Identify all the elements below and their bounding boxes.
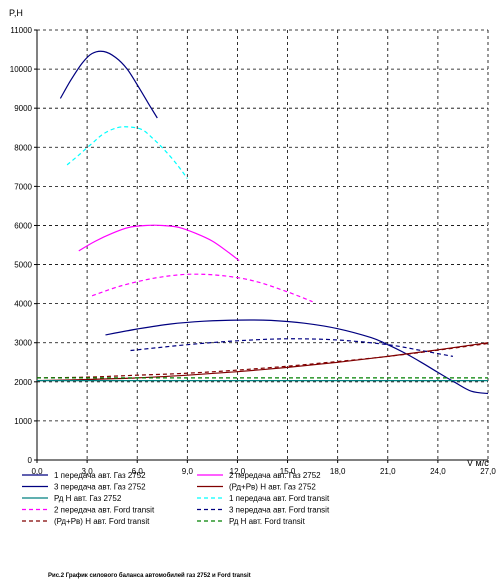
legend-label: 3 передача авт. Ford transit bbox=[229, 506, 330, 515]
x-tick-label: 21,0 bbox=[380, 467, 396, 476]
y-tick-label: 5000 bbox=[14, 261, 32, 270]
legend-label: (Рд+Рв) Н авт. Ford transit bbox=[54, 517, 150, 526]
x-tick-label: 0,0 bbox=[31, 467, 43, 476]
series-line-1 bbox=[59, 50, 158, 119]
tick-labels: 0,0 3,0 6,0 9,0 12,0 15,0 18,0 21,0 24,0 27,0 0 100… bbox=[10, 26, 497, 476]
legend-label: 2 передача авт. Ford transit bbox=[54, 506, 155, 515]
legend-entry-5: Рд Н авт. Газ 2752 bbox=[22, 494, 122, 503]
legend-entry-8: 3 передача авт. Ford transit bbox=[197, 506, 330, 515]
series-line-6 bbox=[66, 126, 188, 179]
x-tick-label: 3,0 bbox=[82, 467, 94, 476]
y-tick-label: 9000 bbox=[14, 104, 32, 113]
series-line-8 bbox=[130, 338, 454, 357]
y-tick-label: 1000 bbox=[14, 417, 32, 426]
y-tick-label: 2000 bbox=[14, 378, 32, 387]
y-tick-label: 11000 bbox=[10, 26, 32, 35]
series-lines bbox=[36, 50, 489, 395]
x-tick-label: 24,0 bbox=[430, 467, 446, 476]
y-tick-label: 3000 bbox=[14, 339, 32, 348]
legend-entry-4: (Рд+Рв) Н авт. Газ 2752 bbox=[197, 483, 316, 492]
series-line-2 bbox=[78, 224, 240, 262]
legend-entry-7: 2 передача авт. Ford transit bbox=[22, 506, 155, 515]
x-tick-label: 12,0 bbox=[230, 467, 246, 476]
series-line-7 bbox=[91, 273, 313, 303]
x-tick-label: 9,0 bbox=[182, 467, 194, 476]
x-tick-label: 15,0 bbox=[280, 467, 296, 476]
axes bbox=[34, 29, 489, 463]
y-tick-label: 7000 bbox=[14, 182, 32, 191]
legend-label: 1 передача авт. Газ 2752 bbox=[54, 471, 146, 480]
figure-caption: Рис.2 График силового баланса автомобиле… bbox=[48, 572, 251, 579]
legend-entry-3: 3 передача авт. Газ 2752 bbox=[22, 483, 146, 492]
y-tick-label: 0 bbox=[28, 456, 33, 465]
y-tick-label: 10000 bbox=[10, 65, 33, 74]
x-tick-label: 6,0 bbox=[132, 467, 144, 476]
legend-entry-1: 1 передача авт. Газ 2752 bbox=[22, 471, 146, 480]
legend-label: Рд Н авт. Газ 2752 bbox=[54, 494, 122, 503]
x-tick-label: 18,0 bbox=[330, 467, 346, 476]
legend-label: Рд Н авт. Ford transit bbox=[229, 517, 306, 526]
legend-label: (Рд+Рв) Н авт. Газ 2752 bbox=[229, 483, 316, 492]
x-tick-label: 27,0 bbox=[480, 467, 496, 476]
legend-entry-9: (Рд+Рв) Н авт. Ford transit bbox=[22, 517, 150, 526]
legend-entry-10: Рд Н авт. Ford transit bbox=[197, 517, 306, 526]
y-tick-label: 4000 bbox=[14, 300, 32, 309]
legend-entry-6: 1 передача авт. Ford transit bbox=[197, 494, 330, 503]
y-tick-label: 8000 bbox=[14, 143, 32, 152]
legend-label: 1 передача авт. Ford transit bbox=[229, 494, 330, 503]
legend-label: 2 передача авт. Газ 2752 bbox=[229, 471, 321, 480]
series-line-4 bbox=[36, 342, 489, 382]
grid bbox=[37, 29, 489, 460]
legend: 1 передача авт. Газ 2752 2 передача авт. … bbox=[22, 471, 330, 526]
x-axis-label: V м/с bbox=[467, 458, 489, 468]
legend-entry-2: 2 передача авт. Газ 2752 bbox=[197, 471, 321, 480]
legend-label: 3 передача авт. Газ 2752 bbox=[54, 483, 146, 492]
series-line-3 bbox=[105, 319, 489, 395]
series-line-9 bbox=[36, 342, 489, 379]
y-tick-label: 6000 bbox=[14, 221, 32, 230]
y-axis-label: P,Н bbox=[9, 8, 23, 18]
